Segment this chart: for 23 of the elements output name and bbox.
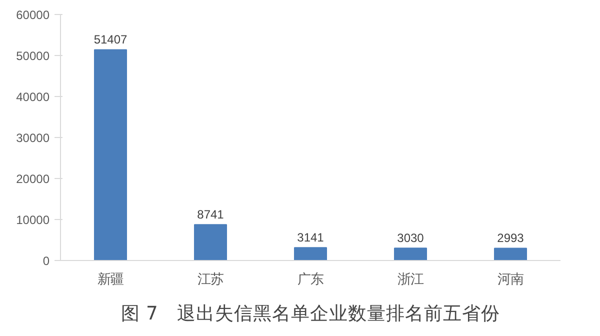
bar bbox=[94, 49, 127, 260]
text: 图 7 退出失信黑名单企业数量排名前五省份 bbox=[121, 304, 500, 324]
y-tick-label: 50000 bbox=[16, 49, 50, 63]
y-tick-label: 20000 bbox=[16, 172, 50, 186]
x-tick-label: 新疆 bbox=[98, 272, 124, 286]
data-label: 3141 bbox=[297, 230, 324, 245]
data-label: 2993 bbox=[497, 231, 524, 246]
y-tick-label: 60000 bbox=[16, 8, 50, 22]
data-label: 3030 bbox=[397, 231, 424, 246]
x-tick-label: 浙江 bbox=[398, 272, 424, 286]
bar bbox=[294, 247, 327, 260]
x-tick-label: 河南 bbox=[498, 272, 524, 286]
data-label: 8741 bbox=[197, 208, 224, 222]
y-tick-label: 30000 bbox=[16, 131, 50, 145]
bar bbox=[494, 248, 527, 260]
x-tick-label: 江苏 bbox=[198, 272, 224, 286]
x-tick-label: 广东 bbox=[298, 272, 324, 286]
y-tick-label: 40000 bbox=[16, 90, 50, 104]
data-label: 51407 bbox=[94, 32, 128, 47]
bar bbox=[394, 248, 427, 260]
y-tick-label: 10000 bbox=[16, 213, 50, 227]
bar bbox=[194, 224, 227, 260]
y-tick-label: 0 bbox=[42, 254, 50, 268]
